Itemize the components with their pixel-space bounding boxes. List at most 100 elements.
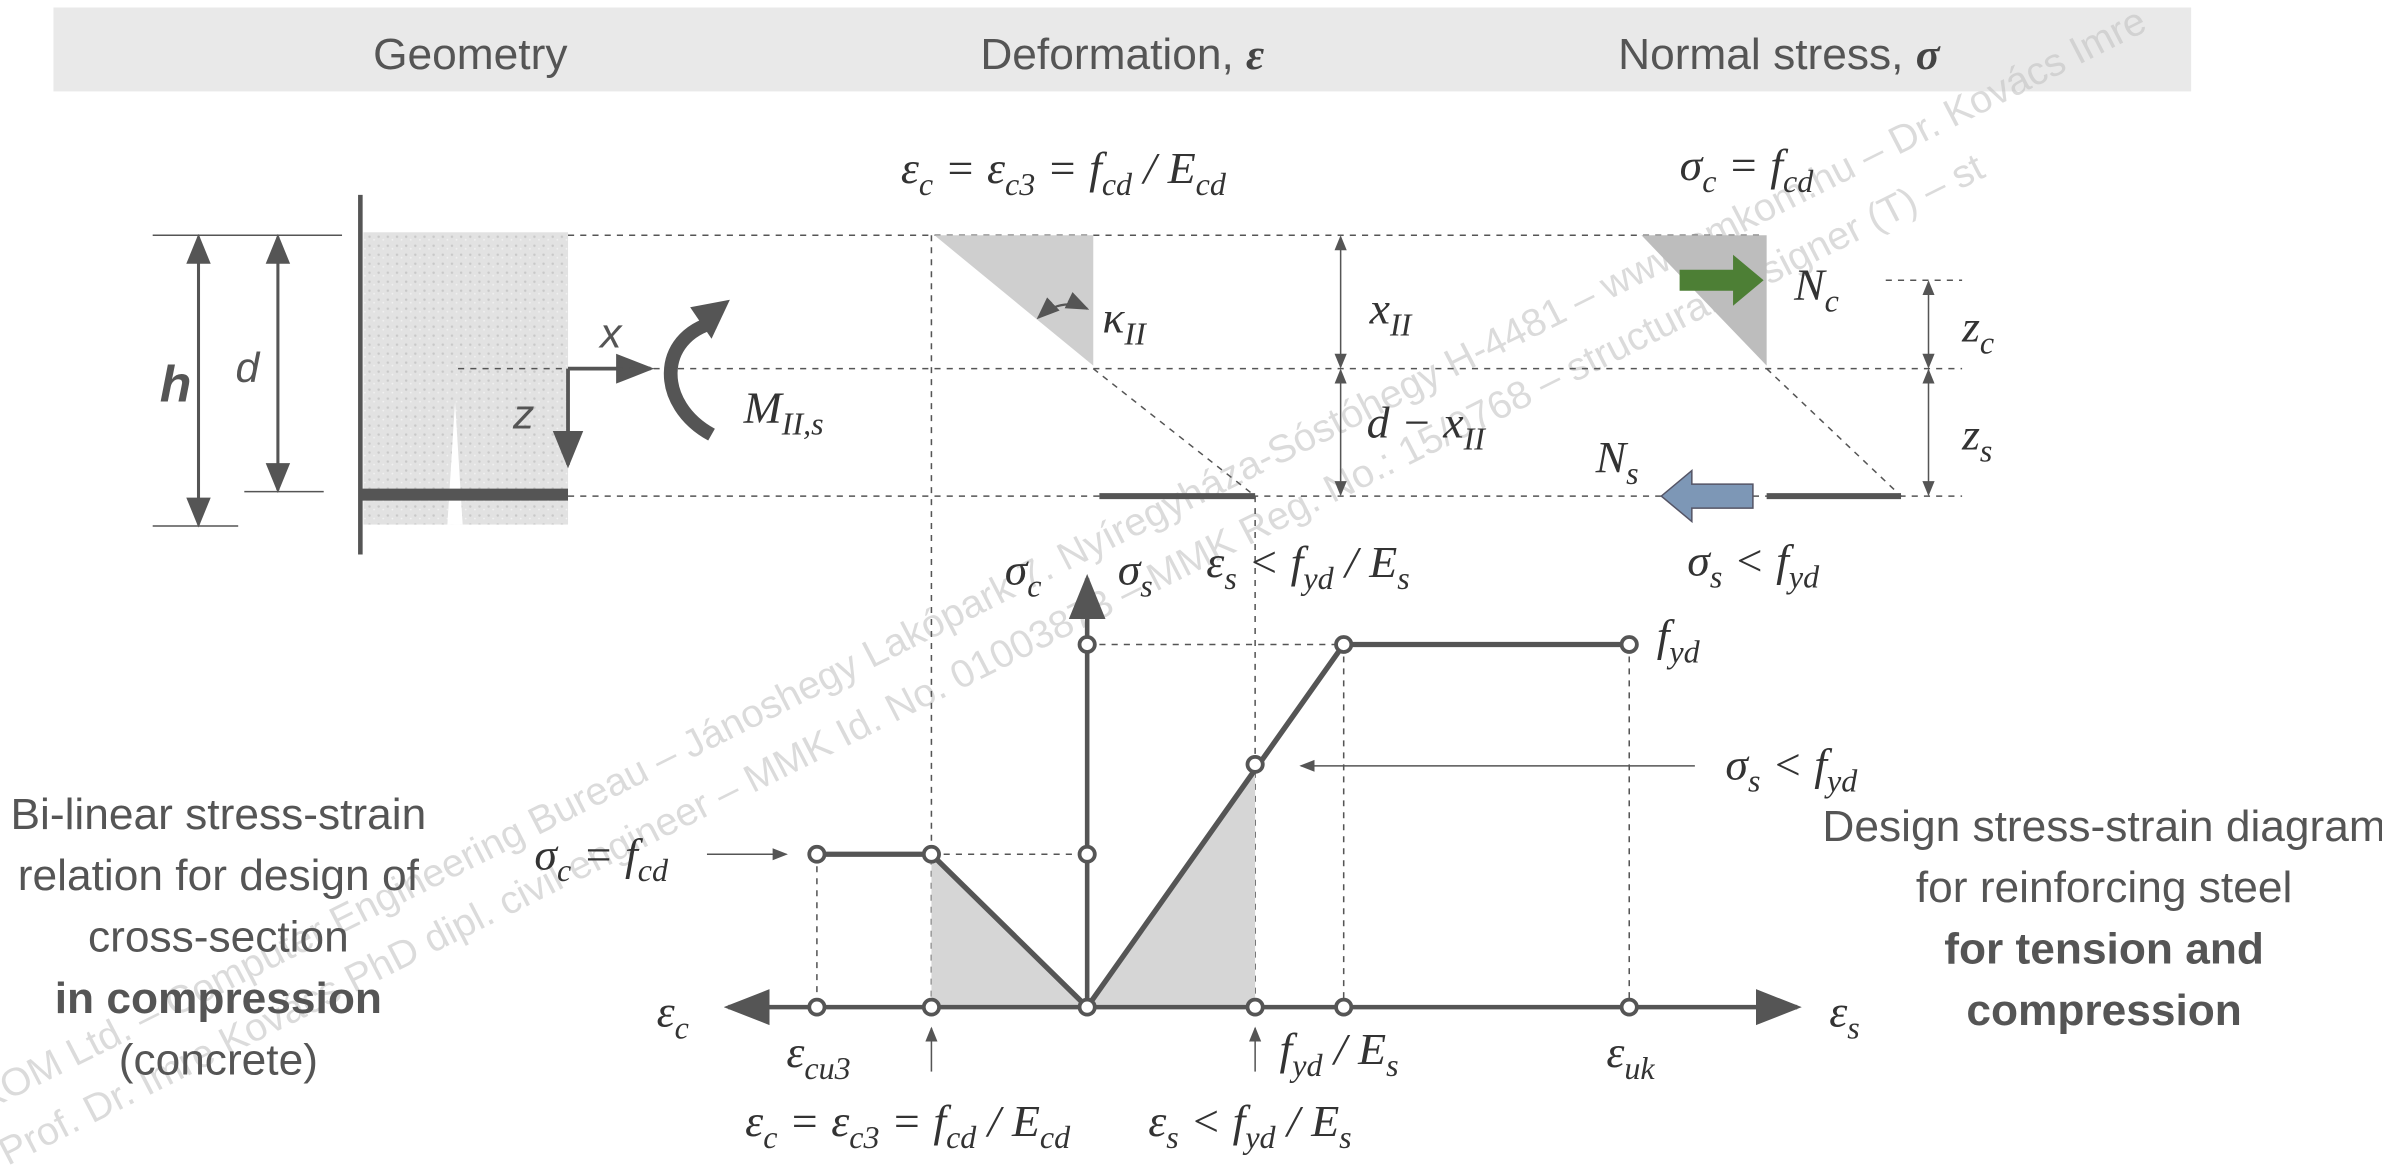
math-label: σc = fcd bbox=[1680, 140, 1814, 199]
subscript: c bbox=[763, 1120, 777, 1155]
subscript: cu3 bbox=[804, 1051, 850, 1086]
math-text: = ε bbox=[933, 143, 1005, 193]
math-text: N bbox=[1595, 432, 1629, 482]
d-label: d bbox=[235, 345, 260, 392]
note-line: in compression bbox=[55, 974, 382, 1023]
note-line: relation for design of bbox=[18, 852, 420, 901]
subscript: s bbox=[1748, 764, 1760, 799]
math-label: fyd bbox=[1657, 611, 1700, 670]
subscript: cd bbox=[1783, 164, 1813, 199]
note-line: compression bbox=[1966, 986, 2242, 1035]
math-label: εs < fyd / Es bbox=[1148, 1096, 1351, 1155]
note-line: cross-section bbox=[88, 913, 349, 962]
math-text: ε bbox=[745, 1096, 763, 1146]
note-line: Bi-linear stress-strain bbox=[10, 790, 426, 839]
math-text: x bbox=[1369, 284, 1390, 334]
subscript: II bbox=[1123, 317, 1147, 352]
x-label: x bbox=[598, 310, 623, 357]
math-label: σs < fyd bbox=[1725, 740, 1857, 799]
math-text: z bbox=[1961, 302, 1980, 352]
subscript: c bbox=[557, 854, 571, 889]
subscript: s bbox=[1386, 1048, 1398, 1083]
math-text: ε bbox=[901, 143, 919, 193]
math-text: / E bbox=[1132, 143, 1196, 193]
subscript: s bbox=[1339, 1120, 1351, 1155]
z-label: z bbox=[512, 391, 534, 438]
subscript: s bbox=[1166, 1120, 1178, 1155]
math-text: < f bbox=[1722, 536, 1794, 586]
math-text: < f bbox=[1237, 537, 1309, 587]
math-text: z bbox=[1961, 410, 1980, 460]
math-text: ε bbox=[1606, 1027, 1624, 1077]
page: {"header":{"titles":[ [{"text":"Geometry… bbox=[0, 0, 2382, 1169]
subscript: s bbox=[1140, 569, 1152, 604]
math-text: ε bbox=[1829, 987, 1847, 1037]
math-text: N bbox=[1793, 260, 1827, 310]
subscript: yd bbox=[1786, 560, 1819, 595]
diagram: KOM Ltd. – Computer Engineering Bureau –… bbox=[0, 0, 2382, 1169]
math-text: / E bbox=[1276, 1096, 1340, 1146]
subscript: s bbox=[1847, 1011, 1859, 1046]
subscript: c bbox=[1980, 326, 1994, 361]
math-label: κII bbox=[1102, 293, 1147, 352]
subscript: yd bbox=[1824, 764, 1857, 799]
title-part: ε bbox=[1246, 31, 1264, 79]
subscript: yd bbox=[1289, 1048, 1322, 1083]
math-label: εs bbox=[1829, 987, 1860, 1046]
subscript: s bbox=[1980, 434, 1992, 469]
subscript: II bbox=[1463, 422, 1487, 457]
subscript: c bbox=[1825, 284, 1839, 319]
math-text: ε bbox=[786, 1027, 804, 1077]
note-line: (concrete) bbox=[119, 1036, 318, 1085]
subscript: s bbox=[1397, 561, 1409, 596]
subscript: II,s bbox=[781, 407, 824, 442]
math-text: = f bbox=[571, 830, 643, 880]
math-text: σ bbox=[1005, 545, 1029, 595]
header-title: Geometry bbox=[373, 30, 567, 79]
math-text: σ bbox=[1118, 545, 1142, 595]
subscript: cd bbox=[1040, 1120, 1070, 1155]
subscript: cd bbox=[1196, 167, 1226, 202]
math-label: zc bbox=[1961, 302, 1994, 361]
subscript: cd bbox=[638, 854, 668, 889]
math-label: εuk bbox=[1606, 1027, 1655, 1086]
subscript: yd bbox=[1242, 1120, 1275, 1155]
math-label: εs < fyd / Es bbox=[1206, 537, 1409, 596]
math-text: σ bbox=[534, 830, 558, 880]
math-label: Nc bbox=[1793, 260, 1839, 319]
math-text: = ε bbox=[777, 1096, 849, 1146]
math-label: fyd / Es bbox=[1280, 1024, 1399, 1083]
subscript: c bbox=[675, 1011, 689, 1046]
subscript: c3 bbox=[1005, 167, 1035, 202]
math-text: ε bbox=[1148, 1096, 1166, 1146]
subscript: s bbox=[1626, 456, 1638, 491]
math-text: / E bbox=[1323, 1024, 1387, 1074]
title-part: Normal stress, bbox=[1618, 30, 1916, 79]
strain-block bbox=[934, 235, 1093, 365]
math-text: σ bbox=[1680, 140, 1704, 190]
subscript: c bbox=[1027, 569, 1041, 604]
subscript: cd bbox=[946, 1120, 976, 1155]
math-text: = f bbox=[1035, 143, 1107, 193]
subscript: c3 bbox=[849, 1120, 879, 1155]
math-label: εc bbox=[657, 987, 689, 1046]
math-text: κ bbox=[1102, 293, 1125, 343]
note-line: for tension and bbox=[1944, 925, 2264, 974]
math-text: σ bbox=[1725, 740, 1749, 790]
math-text: M bbox=[743, 383, 784, 433]
math-label: Ns bbox=[1595, 432, 1639, 491]
title-part: Geometry bbox=[373, 30, 567, 79]
subscript: II bbox=[1389, 308, 1413, 343]
math-label: zs bbox=[1961, 410, 1992, 469]
math-text: ε bbox=[657, 987, 675, 1037]
math-label: εcu3 bbox=[786, 1027, 850, 1086]
note-line: Design stress-strain diagram bbox=[1822, 802, 2382, 851]
subscript: cd bbox=[1102, 167, 1132, 202]
math-label: εc = εc3 = fcd / Ecd bbox=[901, 143, 1226, 202]
math-text: σ bbox=[1687, 536, 1711, 586]
subscript: c bbox=[919, 167, 933, 202]
ns-arrow bbox=[1661, 471, 1753, 522]
h-label: h bbox=[160, 355, 192, 412]
subscript: c bbox=[1702, 164, 1716, 199]
math-text: = f bbox=[880, 1096, 952, 1146]
